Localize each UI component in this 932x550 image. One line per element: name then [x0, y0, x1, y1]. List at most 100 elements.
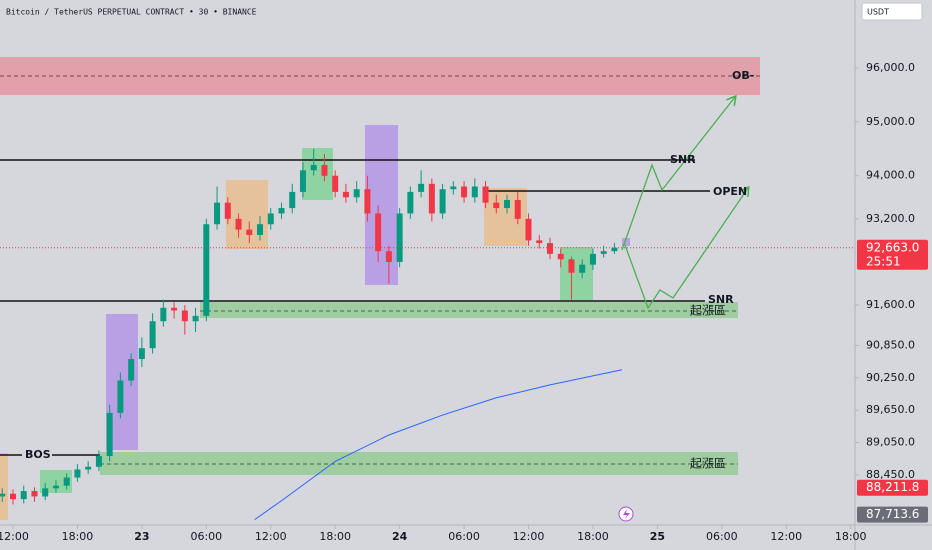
price-badge: [857, 239, 928, 270]
box-purple: [622, 238, 630, 246]
candle-body: [235, 218, 242, 230]
y-tick-label: 95,000.0: [866, 115, 915, 128]
y-tick-label: 96,000.0: [866, 61, 915, 74]
candle-body: [95, 456, 102, 467]
candle-body: [525, 218, 532, 241]
price-badge-label: 87,713.6: [866, 507, 919, 521]
annotation: BOS: [25, 448, 51, 461]
candle-body: [299, 170, 306, 192]
candle-body: [364, 189, 371, 214]
candle-body: [52, 485, 59, 489]
candle-body: [353, 189, 360, 198]
x-tick-label: 18:00: [835, 530, 867, 543]
candle-body: [203, 224, 210, 316]
annotation: 起漲區: [690, 304, 726, 318]
candle-body: [181, 310, 188, 322]
annotation: OPEN: [713, 185, 747, 198]
candle-body: [418, 183, 425, 192]
x-tick-label: 24: [392, 530, 408, 543]
candle-body: [267, 213, 274, 225]
candle-body: [332, 175, 339, 192]
x-tick-label: 06:00: [448, 530, 480, 543]
candle-body: [428, 183, 435, 214]
annotation: SNR: [708, 293, 734, 306]
candle-body: [611, 247, 618, 252]
box-green: [302, 148, 333, 200]
axes: 96,000.0 95,000.0 94,000.0 93,200.0 91,600.0…: [0, 61, 928, 543]
candle-body: [600, 251, 607, 254]
candle-body: [106, 412, 113, 457]
drawings: OB- SNR OPEN SNR 起漲區 起漲區 BOS: [0, 57, 855, 522]
box-green: [560, 247, 593, 300]
candle-body: [407, 191, 414, 214]
candle-body: [557, 253, 564, 260]
x-tick-label: 12:00: [513, 530, 545, 543]
y-tick-label: 94,000.0: [866, 169, 915, 182]
candle-body: [568, 259, 575, 273]
candle-body: [192, 315, 199, 322]
x-tick-label: 18:00: [62, 530, 94, 543]
candle-body: [85, 466, 92, 470]
annotation: OB-: [732, 69, 754, 82]
arrow: [624, 188, 748, 310]
label-bg: [22, 447, 52, 463]
y-tick-label: 88,450.0: [866, 468, 915, 481]
x-tick-label: 18:00: [577, 530, 609, 543]
candle-body: [42, 488, 49, 497]
x-tick-label: 06:00: [190, 530, 222, 543]
countdown: 25:51: [866, 254, 901, 268]
y-tick-label: 90,250.0: [866, 371, 915, 384]
candle-body: [514, 199, 521, 219]
candle-body: [385, 251, 392, 262]
candle-body: [138, 348, 145, 359]
candle-body: [589, 253, 596, 265]
candle-body: [31, 491, 38, 497]
y-tick-label: 91,600.0: [866, 298, 915, 311]
candle-body: [579, 264, 586, 273]
candle-body: [214, 202, 221, 225]
candle-body: [63, 477, 70, 486]
currency-label: USDT: [867, 8, 889, 17]
series: [0, 148, 855, 521]
candle-body: [396, 213, 403, 262]
candle-body: [9, 493, 16, 500]
x-tick-label: 06:00: [706, 530, 738, 543]
candle-body: [504, 199, 511, 209]
candle-body: [450, 186, 457, 190]
box-orange: [226, 180, 268, 249]
box-orange: [0, 453, 8, 520]
x-tick-label: 18:00: [319, 530, 351, 543]
x-tick-label: 23: [134, 530, 149, 543]
candle-body: [0, 493, 6, 497]
candle-body: [257, 224, 264, 236]
candle-body: [536, 240, 543, 244]
x-tick-label: 12:00: [0, 530, 29, 543]
candle-body: [546, 243, 553, 254]
candle-body: [310, 164, 317, 171]
candle-body: [461, 186, 468, 198]
candle-body: [493, 202, 500, 209]
currency-button[interactable]: [861, 2, 923, 21]
candle-body: [117, 380, 124, 413]
candle-body: [171, 307, 178, 311]
price-badge: [857, 506, 928, 523]
box-purple: [365, 125, 398, 285]
candle-body: [160, 307, 167, 322]
y-tick-label: 89,650.0: [866, 403, 915, 416]
annotation: SNR: [670, 153, 696, 166]
candle-body: [375, 213, 382, 252]
y-tick-label: 90,850.0: [866, 339, 915, 352]
candle-body: [128, 358, 135, 381]
candle-body: [149, 321, 156, 349]
y-tick-label: 89,050.0: [866, 436, 915, 449]
candle-body: [246, 229, 253, 236]
x-tick-label: 25: [650, 530, 665, 543]
candle-body: [471, 186, 478, 198]
candle-body: [224, 202, 231, 219]
price-badge-label: 92,663.0: [866, 240, 919, 254]
candle-body: [439, 189, 446, 214]
event-icon-glyph: [623, 509, 630, 519]
candle-body: [289, 191, 296, 209]
